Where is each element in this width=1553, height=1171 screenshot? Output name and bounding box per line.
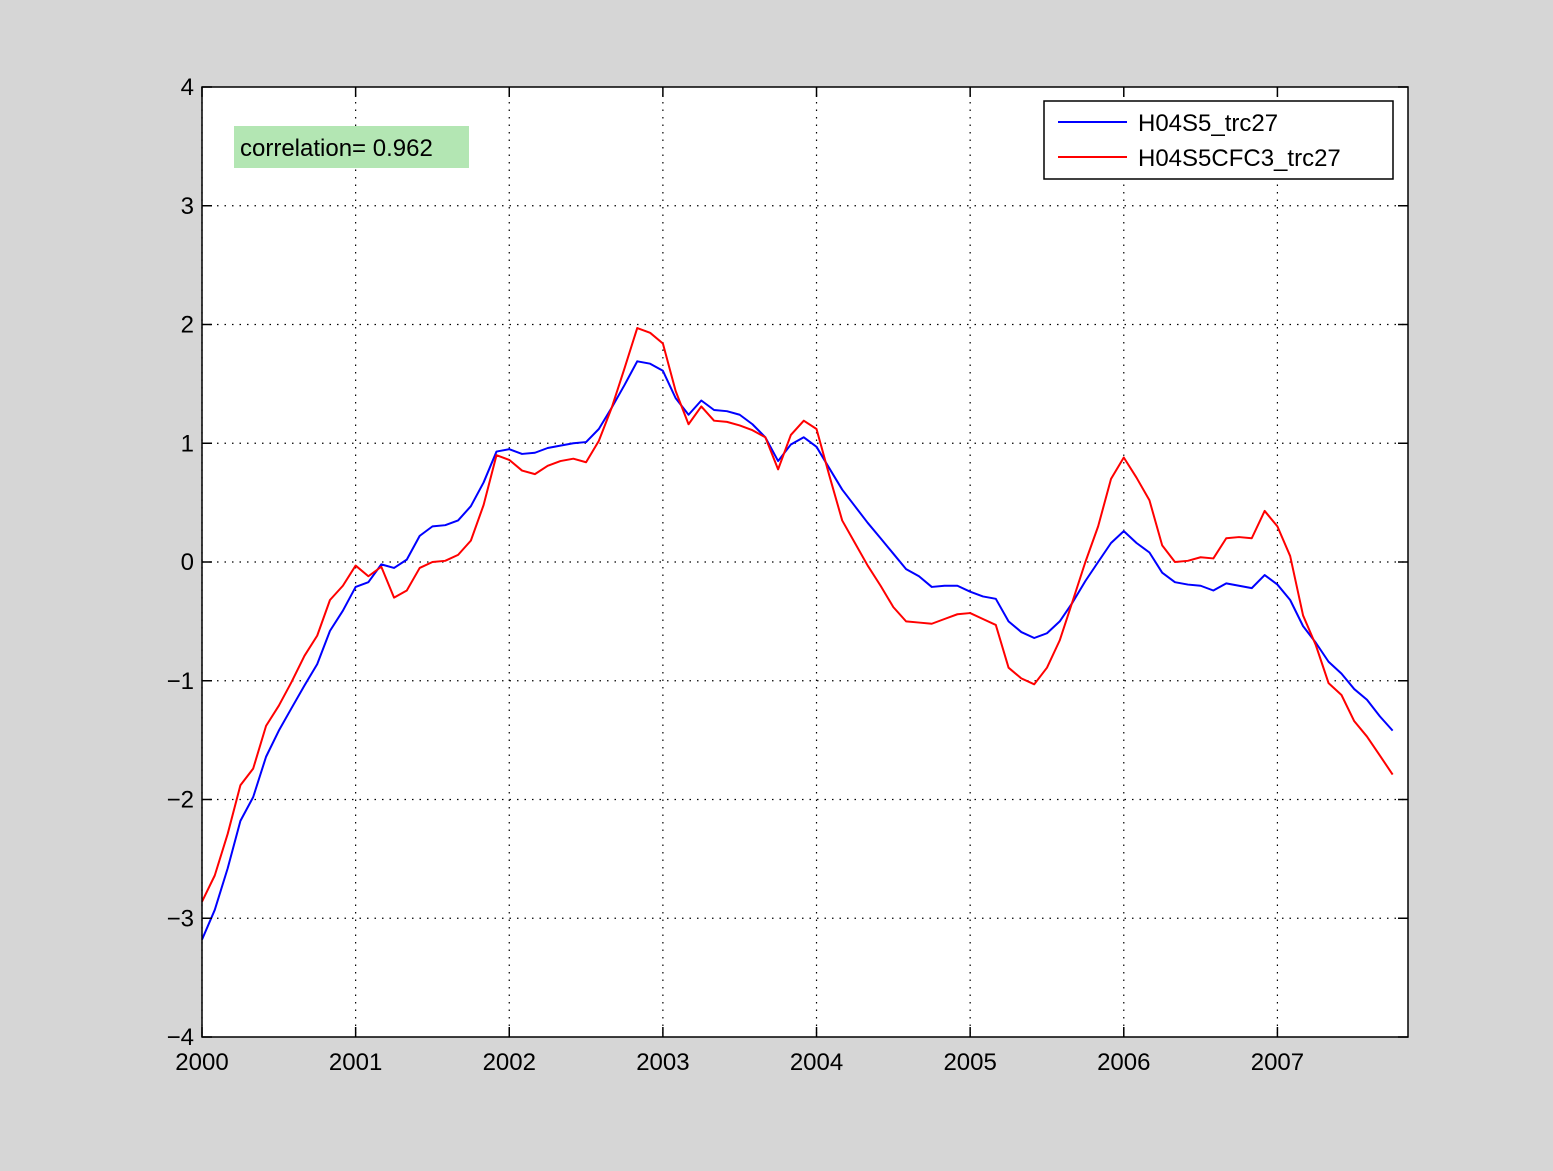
annotation-background — [234, 126, 469, 168]
series-line-1 — [201, 360, 1394, 941]
y-tick-label: −4 — [167, 1024, 194, 1051]
x-tick-label: 2002 — [483, 1049, 536, 1076]
y-tick-label: −2 — [167, 787, 194, 814]
correlation-annotation: correlation= 0.962 — [234, 126, 469, 168]
tick-marks — [201, 86, 1408, 1038]
x-tick-label: 2004 — [790, 1049, 843, 1076]
y-tick-label: 0 — [181, 549, 194, 576]
y-tick-label: 2 — [181, 312, 194, 339]
legend-label-series-1: H04S5_trc27 — [1138, 110, 1278, 137]
legend: H04S5_trc27 H04S5CFC3_trc27 — [1043, 100, 1394, 180]
x-tick-label: 2000 — [175, 1049, 228, 1076]
x-tick-label: 2007 — [1251, 1049, 1304, 1076]
x-tick-label: 2005 — [943, 1049, 996, 1076]
y-tick-label: −3 — [167, 905, 194, 932]
x-tick-label: 2006 — [1097, 1049, 1150, 1076]
y-tick-label: −1 — [167, 668, 194, 695]
tick-labels: 2000 2001 2002 2003 2004 2005 2006 2007 4 3 2 1 0 −1 −… — [167, 74, 1304, 1076]
y-tick-label: 4 — [181, 74, 194, 101]
y-tick-label: 1 — [181, 430, 194, 457]
x-tick-label: 2001 — [329, 1049, 382, 1076]
legend-label-series-2: H04S5CFC3_trc27 — [1138, 145, 1341, 172]
annotation-text: correlation= 0.962 — [240, 135, 433, 162]
series-lines — [201, 327, 1394, 941]
series-line-2 — [201, 327, 1394, 903]
x-tick-label: 2003 — [636, 1049, 689, 1076]
y-tick-label: 3 — [181, 193, 194, 220]
legend-box — [1043, 100, 1394, 180]
